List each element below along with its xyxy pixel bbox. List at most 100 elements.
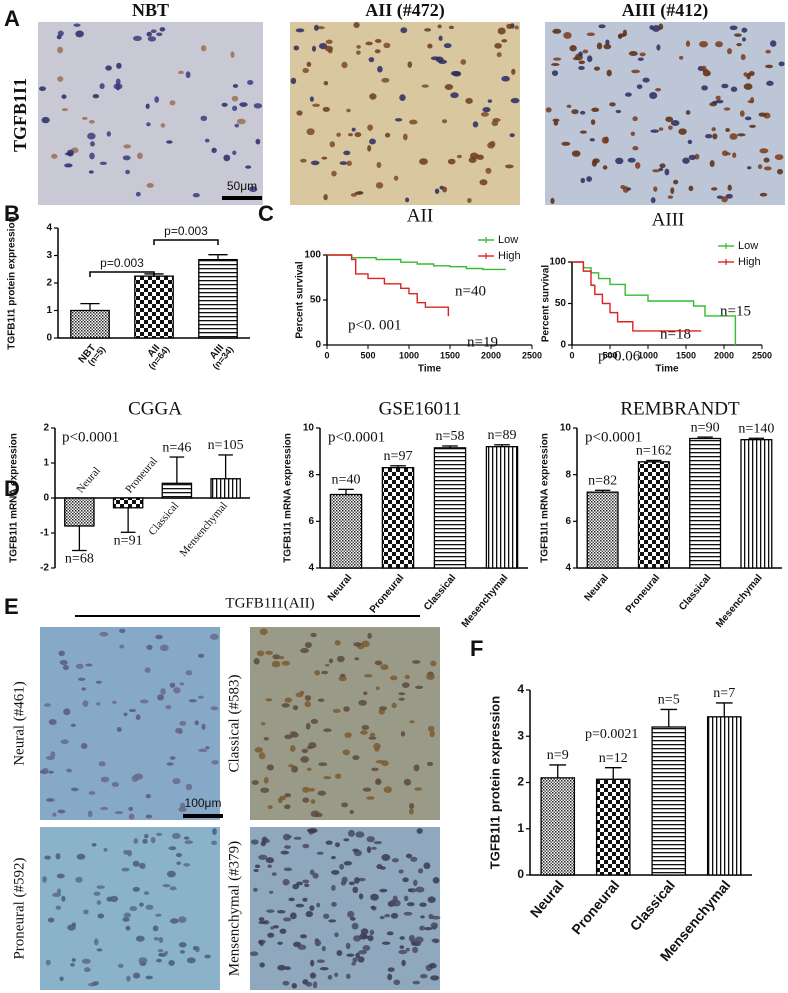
cell bbox=[651, 25, 661, 32]
cell bbox=[505, 164, 514, 169]
cell bbox=[362, 787, 372, 792]
cell bbox=[587, 55, 593, 63]
cell bbox=[272, 925, 279, 929]
cell bbox=[441, 119, 448, 124]
annotation: n=18 bbox=[660, 326, 691, 342]
cell bbox=[635, 162, 641, 169]
cell bbox=[743, 83, 753, 90]
cell bbox=[729, 25, 738, 31]
legend-label: Low bbox=[498, 234, 518, 246]
bar bbox=[381, 467, 415, 569]
cell bbox=[355, 831, 365, 838]
cell bbox=[284, 793, 292, 798]
cell bbox=[179, 682, 185, 686]
cell bbox=[116, 62, 122, 69]
cell bbox=[336, 132, 341, 137]
cell bbox=[343, 706, 350, 712]
cell bbox=[410, 856, 418, 862]
cell bbox=[48, 770, 54, 774]
cell bbox=[370, 893, 379, 901]
cell bbox=[98, 761, 106, 767]
cell bbox=[366, 796, 375, 800]
cell bbox=[347, 829, 355, 837]
cell bbox=[316, 902, 321, 908]
cell bbox=[415, 886, 425, 893]
cell bbox=[586, 176, 593, 182]
cell bbox=[334, 640, 341, 646]
cell bbox=[239, 102, 248, 107]
cell bbox=[183, 836, 190, 840]
bar bbox=[433, 447, 467, 569]
cell bbox=[89, 119, 95, 124]
cell bbox=[159, 27, 166, 32]
cell bbox=[258, 752, 266, 760]
image-label: Mensenchymal (#379) bbox=[226, 841, 242, 976]
cell bbox=[749, 124, 756, 128]
scale-bar bbox=[222, 196, 262, 200]
y-tick-label: 3 bbox=[46, 250, 52, 261]
cell bbox=[253, 103, 263, 109]
x-tick-label: Mesenchymal bbox=[714, 572, 765, 629]
cell bbox=[301, 786, 311, 793]
cell bbox=[291, 765, 299, 773]
cell bbox=[138, 862, 145, 869]
cell bbox=[135, 191, 141, 197]
bar bbox=[329, 493, 363, 569]
cell bbox=[346, 160, 352, 167]
cell bbox=[201, 723, 206, 730]
y-axis-label: TGFB1I1 mRNA expression bbox=[9, 433, 20, 563]
cell bbox=[392, 895, 398, 903]
bar bbox=[637, 461, 670, 569]
cell bbox=[169, 886, 177, 891]
cell bbox=[327, 974, 333, 980]
bar bbox=[706, 716, 742, 876]
cell bbox=[258, 940, 263, 945]
annotation: p=0.003 bbox=[100, 256, 144, 270]
cell bbox=[173, 687, 181, 694]
cell bbox=[758, 112, 767, 117]
cell bbox=[355, 952, 360, 959]
cell bbox=[485, 167, 492, 174]
cell bbox=[373, 840, 382, 845]
cell bbox=[211, 147, 217, 153]
annotation: p=0.06 bbox=[598, 348, 641, 364]
cell bbox=[709, 160, 715, 168]
cell bbox=[423, 926, 433, 931]
cell bbox=[482, 106, 491, 113]
cell bbox=[375, 779, 382, 785]
cell bbox=[75, 30, 84, 38]
cell bbox=[734, 33, 742, 37]
cell bbox=[73, 23, 81, 27]
cell bbox=[288, 897, 295, 902]
cell bbox=[386, 931, 394, 936]
cell bbox=[632, 146, 639, 151]
cell bbox=[88, 791, 96, 795]
cell bbox=[412, 946, 419, 954]
cell bbox=[231, 95, 239, 102]
cell bbox=[409, 720, 415, 724]
cell bbox=[367, 124, 373, 131]
cell bbox=[279, 795, 286, 801]
cell bbox=[366, 846, 372, 854]
chart-title: AIII bbox=[652, 209, 685, 230]
cell bbox=[293, 836, 302, 840]
cell bbox=[137, 152, 143, 160]
cell bbox=[649, 92, 658, 99]
cell bbox=[405, 947, 410, 952]
cell bbox=[673, 179, 679, 185]
cell bbox=[348, 133, 353, 137]
cell bbox=[506, 23, 513, 29]
cell bbox=[375, 760, 385, 764]
cell bbox=[763, 157, 770, 163]
cell bbox=[284, 734, 293, 740]
cell bbox=[322, 106, 330, 112]
cell bbox=[283, 867, 293, 872]
cell bbox=[123, 712, 128, 717]
y-tick-label: 6 bbox=[565, 516, 571, 527]
cell bbox=[267, 805, 273, 810]
cell bbox=[346, 953, 355, 957]
image-label: Proneural (#592) bbox=[11, 857, 27, 959]
cell bbox=[179, 950, 185, 954]
y-axis-label: TGFB1I1 protein expression bbox=[487, 696, 502, 869]
cell bbox=[472, 121, 479, 128]
